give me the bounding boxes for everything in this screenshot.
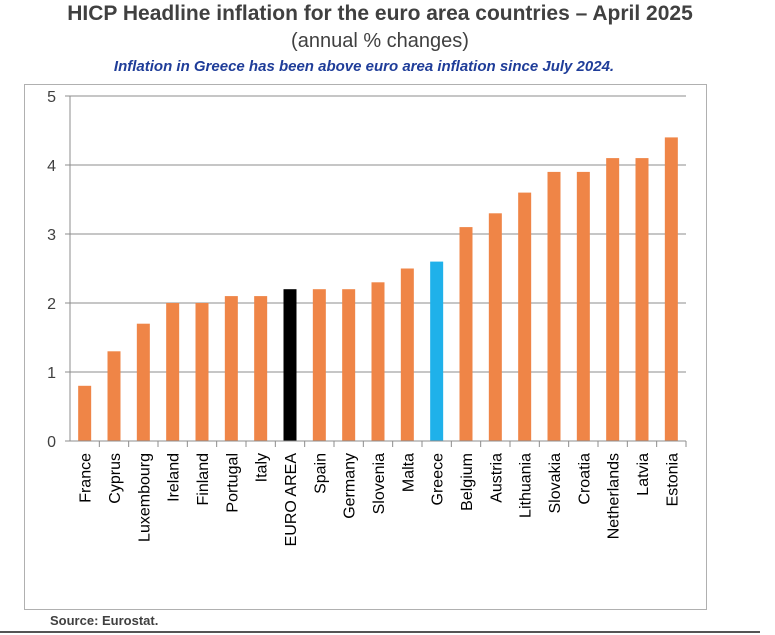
y-tick-label: 2 <box>47 296 56 313</box>
bar-estonia <box>664 137 678 441</box>
x-tick-label-belgium: Belgium <box>459 453 476 511</box>
bar-lithuania <box>518 192 532 441</box>
bar-chart: 0 1 2 3 4 5 France Cyprus Luxembourg Ireland Finl… <box>24 84 707 610</box>
bar-ireland <box>166 303 180 441</box>
bar-france <box>78 385 92 441</box>
bar-portugal <box>224 296 238 441</box>
bar-spain <box>312 289 326 441</box>
x-tick-label-portugal: Portugal <box>224 453 241 513</box>
x-tick-label-austria: Austria <box>488 453 505 503</box>
chart-frame <box>24 84 707 610</box>
bottom-rule <box>0 631 760 633</box>
x-tick-label-netherlands: Netherlands <box>606 453 623 539</box>
bar-cyprus <box>107 351 121 441</box>
x-tick-label-italy: Italy <box>254 453 271 482</box>
x-axis: France Cyprus Luxembourg Ireland Finland Port… <box>70 440 687 547</box>
x-tick-label-germany: Germany <box>342 453 359 519</box>
bar-euro-area <box>283 289 297 441</box>
x-tick-label-cyprus: Cyprus <box>107 453 124 504</box>
bar-austria <box>488 213 502 441</box>
x-tick-label-finland: Finland <box>195 453 212 505</box>
bar-belgium <box>459 227 473 441</box>
bar-slovenia <box>371 282 385 441</box>
bar-italy <box>254 296 268 441</box>
bar-malta <box>400 268 414 441</box>
bar-germany <box>342 289 356 441</box>
source-note: Source: Eurostat. <box>50 613 159 628</box>
y-tick-label: 1 <box>47 365 56 382</box>
x-tick-label-croatia: Croatia <box>576 453 593 505</box>
bar-greece <box>430 261 444 441</box>
y-axis: 0 1 2 3 4 5 <box>47 89 71 451</box>
bar-latvia <box>635 158 649 441</box>
y-tick-label: 4 <box>47 158 56 175</box>
x-tick-label-greece: Greece <box>430 453 447 506</box>
bars <box>78 137 678 441</box>
x-tick-label-luxembourg: Luxembourg <box>136 453 153 542</box>
bar-slovakia <box>547 171 561 441</box>
chart-annotation: Inflation in Greece has been above euro … <box>113 58 615 75</box>
x-tick-label-euro-area: EURO AREA <box>283 453 300 547</box>
x-tick-label-estonia: Estonia <box>664 453 681 506</box>
bar-croatia <box>576 171 590 441</box>
x-tick-label-ireland: Ireland <box>166 453 183 502</box>
x-tick-label-latvia: Latvia <box>635 453 652 496</box>
y-tick-label: 0 <box>47 434 56 451</box>
bar-netherlands <box>606 158 620 441</box>
y-tick-label: 3 <box>47 227 56 244</box>
x-tick-label-slovakia: Slovakia <box>547 453 564 514</box>
x-tick-label-slovenia: Slovenia <box>371 453 388 514</box>
x-tick-label-france: France <box>78 453 95 503</box>
chart-title: HICP Headline inflation for the euro are… <box>67 2 693 25</box>
chart-subtitle: (annual % changes) <box>291 30 469 52</box>
x-tick-label-lithuania: Lithuania <box>518 453 535 518</box>
bar-luxembourg <box>136 323 150 441</box>
x-tick-label-spain: Spain <box>312 453 329 494</box>
x-tick-label-malta: Malta <box>400 453 417 492</box>
y-tick-label: 5 <box>47 89 56 106</box>
bar-finland <box>195 303 209 441</box>
